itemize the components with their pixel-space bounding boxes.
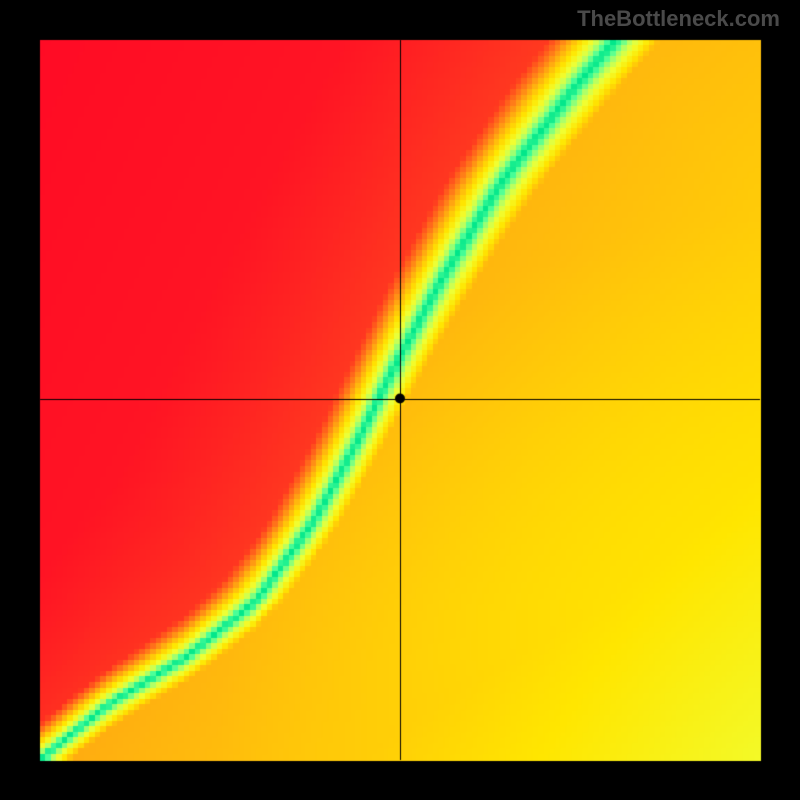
crosshair-overlay — [0, 0, 800, 800]
chart-container: TheBottleneck.com — [0, 0, 800, 800]
watermark-text: TheBottleneck.com — [577, 6, 780, 32]
